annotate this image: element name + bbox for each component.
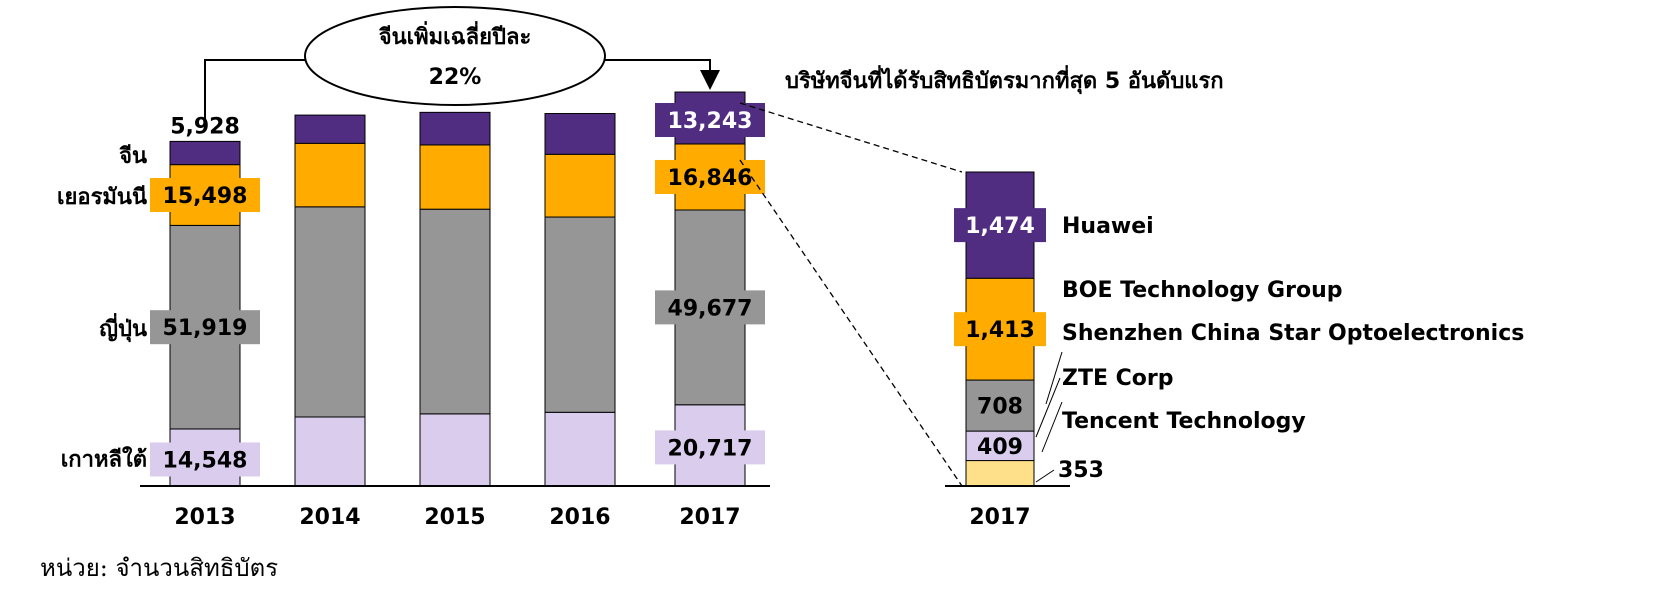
annotation-ellipse (304, 6, 606, 106)
bar-2016-series-1 (544, 216, 616, 413)
bar-2015-series-0 (419, 413, 491, 487)
bar-2014-series-0 (294, 416, 366, 487)
zoom-value-0: 353 (1058, 458, 1104, 483)
zoom-leader-0 (1035, 469, 1055, 483)
zoom-x-tick-2017: 2017 (969, 505, 1030, 530)
zoom-title: บริษัทจีนที่ได้รับสิทธิบัตรมากที่สุด 5 อ… (785, 64, 1224, 95)
annotation-line1: จีนเพิ่มเฉลี่ยปีละ (379, 20, 532, 50)
zoom-value-4: 1,474 (965, 214, 1035, 239)
x-tick-2014: 2014 (299, 505, 360, 530)
value-2017-3: 13,243 (668, 109, 753, 134)
zoom-bar-1 (965, 430, 1035, 462)
value-2017-2: 16,846 (668, 166, 753, 191)
bar-2014-series-2 (294, 142, 366, 208)
series-labels: เกาหลีใต้ ญี่ปุ่น เยอรมันนี จีน (57, 144, 147, 472)
bar-2014-series-1 (294, 206, 366, 418)
bar-2014-series-3 (294, 114, 366, 144)
value-2013-2: 15,498 (163, 184, 248, 209)
series-label-2: เยอรมันนี (57, 185, 147, 210)
value-2013-1: 51,919 (163, 316, 248, 341)
growth-annotation: จีนเพิ่มเฉลี่ยปีละ 22% (204, 6, 720, 123)
value-2017-1: 49,677 (668, 296, 753, 321)
bar-2015-series-1 (419, 208, 491, 415)
bar-2015-series-2 (419, 144, 491, 210)
value-2013-0: 14,548 (163, 448, 248, 473)
bar-2016-series-0 (544, 411, 616, 487)
zoom-line-bottom (739, 159, 963, 487)
zoom-leader-2 (1041, 401, 1063, 453)
x-tick-2015: 2015 (424, 505, 485, 530)
bar-2013-series-3 (169, 140, 241, 166)
series-label-3: จีน (119, 144, 147, 169)
zoom-value-1: 409 (977, 435, 1023, 460)
main-x-ticks: 2013 2014 2015 2016 2017 (174, 505, 740, 530)
bar-2015-series-3 (419, 111, 491, 146)
zoom-x-ticks: 2017 (969, 505, 1030, 530)
value-2017-0: 20,717 (668, 436, 753, 461)
value-box-2017-3 (655, 103, 765, 137)
company-label-0: Tencent Technology (1062, 409, 1306, 434)
company-label-3: BOE Technology Group (1062, 278, 1342, 303)
value-box-2013-0 (150, 442, 260, 477)
zoom-line-top (739, 102, 963, 173)
zoom-value-3: 1,413 (965, 318, 1035, 343)
company-label-1: ZTE Corp (1062, 366, 1174, 391)
company-labels: Tencent Technology ZTE Corp Shenzhen China… (1035, 214, 1524, 453)
zoom-connectors (739, 102, 963, 487)
zoom-value-box-4 (954, 208, 1046, 243)
series-label-1: ญี่ปุ่น (99, 312, 147, 343)
bar-2016-series-3 (544, 113, 616, 155)
value-box-2013-1 (150, 310, 260, 345)
zoom-leader-1 (1035, 377, 1061, 438)
zoom-value-2: 708 (977, 395, 1023, 420)
x-tick-2017: 2017 (679, 505, 740, 530)
value-box-2017-0 (655, 430, 765, 465)
zoom-value-labels: 353 409 708 1,413 1,474 (954, 208, 1104, 483)
company-label-4: Huawei (1062, 214, 1154, 239)
x-tick-2016: 2016 (549, 505, 610, 530)
zoom-bar-2 (965, 379, 1035, 432)
main-stacked-bars (140, 91, 770, 487)
value-box-2013-2 (150, 178, 260, 213)
bar-2016-series-2 (544, 153, 616, 218)
unit-footnote: หน่วย: จำนวนสิทธิบัตร (40, 554, 279, 582)
zoom-value-box-3 (954, 312, 1046, 347)
zoom-bar-0 (965, 460, 1035, 487)
value-box-2017-2 (655, 159, 765, 194)
series-label-0: เกาหลีใต้ (61, 445, 147, 472)
company-label-2: Shenzhen China Star Optoelectronics (1062, 321, 1524, 346)
x-tick-2013: 2013 (174, 505, 235, 530)
zoom-leader-3 (1045, 351, 1063, 405)
value-box-2017-1 (655, 290, 765, 325)
annotation-line2: 22% (429, 65, 482, 90)
